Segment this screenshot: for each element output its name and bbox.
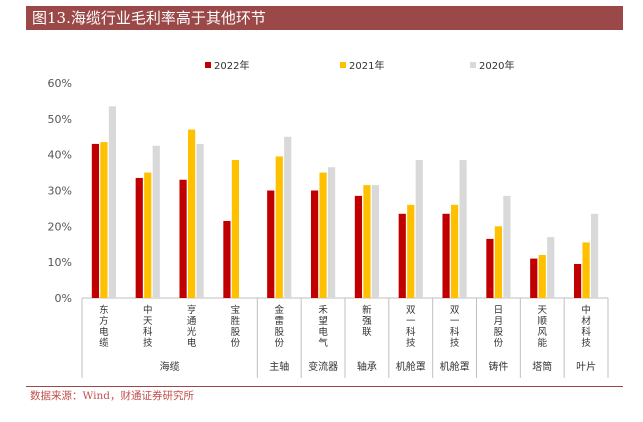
source-note: 数据来源：Wind，财通证券研究所 [30, 390, 194, 402]
x-group-label: 叶片 [576, 360, 596, 373]
bar-2021年-2 [187, 129, 196, 298]
bar-2020年-6 [371, 185, 380, 299]
legend-label-1: 2021年 [349, 59, 384, 72]
x-category-label: 禾望电气 [318, 305, 328, 349]
bar-2021年-3 [231, 160, 240, 298]
bar-2022年-2 [179, 179, 187, 298]
bar-2020年-4 [284, 136, 292, 298]
x-category-label: 宝胜股份 [231, 304, 241, 349]
bar-2021年-7 [407, 204, 415, 298]
x-category-label: 金雷股份 [274, 304, 284, 349]
bar-2022年-8 [442, 213, 450, 298]
x-group-label: 铸件 [488, 360, 508, 373]
bar-2022年-9 [486, 238, 494, 299]
y-tick-label: 10% [48, 256, 72, 269]
bar-2020年-8 [459, 160, 467, 298]
bar-2021年-4 [275, 156, 283, 298]
bar-2021年-1 [144, 172, 152, 298]
bar-2020年-11 [590, 213, 599, 298]
figure-title: 图13.海缆行业毛利率高于其他环节 [26, 6, 623, 30]
bar-2020年-10 [547, 237, 555, 298]
bar-2022年-1 [135, 177, 143, 298]
x-category-label: 中天科技 [143, 304, 153, 349]
bar-2020年-1 [152, 145, 160, 298]
legend-label-2: 2020年 [479, 59, 514, 72]
x-category-label: 新强联 [362, 304, 372, 338]
y-tick-label: 20% [48, 220, 72, 233]
bar-2022年-4 [267, 190, 275, 298]
bar-2020年-5 [327, 167, 336, 298]
bar-2022年-0 [91, 143, 100, 298]
x-category-label: 东方电缆 [99, 304, 109, 349]
source-divider [26, 386, 623, 387]
x-group-label: 机舱罩 [440, 360, 470, 373]
y-tick-label: 60% [48, 77, 72, 90]
bar-2020年-0 [108, 106, 117, 298]
y-tick-label: 40% [48, 149, 72, 162]
bar-2021年-0 [100, 142, 108, 299]
legend-swatch-0 [205, 62, 211, 68]
x-category-label: 日月股份 [494, 305, 504, 349]
legend-label-0: 2022年 [214, 59, 249, 72]
x-category-label: 双一科技 [450, 305, 460, 349]
y-tick-label: 0% [55, 292, 72, 305]
bar-2021年-8 [450, 204, 459, 298]
bar-2020年-2 [196, 143, 204, 298]
bar-2021年-9 [494, 226, 503, 298]
x-category-label: 双一科技 [406, 305, 416, 349]
x-category-label: 天顺风能 [537, 305, 547, 349]
bar-2021年-10 [538, 255, 546, 298]
legend-swatch-2 [470, 62, 476, 68]
bar-2022年-5 [310, 190, 319, 298]
x-group-label: 塔筒 [532, 360, 552, 373]
bar-2022年-7 [398, 213, 406, 298]
bar-2021年-11 [582, 242, 590, 298]
bar-2022年-10 [530, 258, 538, 298]
x-group-label: 轴承 [357, 360, 377, 373]
y-tick-label: 50% [48, 113, 72, 126]
x-category-label: 亨通光电 [187, 304, 197, 349]
bar-2022年-3 [223, 220, 231, 298]
bar-2020年-7 [415, 160, 423, 298]
bar-2022年-11 [573, 263, 582, 298]
legend-swatch-1 [340, 62, 346, 68]
x-group-label: 海缆 [160, 360, 180, 373]
x-group-label: 机舱罩 [396, 360, 426, 373]
bar-2021年-5 [319, 172, 327, 298]
x-group-label: 主轴 [269, 360, 289, 373]
bar-2020年-9 [503, 195, 511, 299]
bar-2022年-6 [354, 195, 363, 299]
y-tick-label: 30% [48, 185, 72, 198]
x-category-label: 中材科技 [581, 304, 591, 349]
x-group-label: 变流器 [308, 360, 338, 373]
bar-2021年-6 [363, 185, 371, 299]
